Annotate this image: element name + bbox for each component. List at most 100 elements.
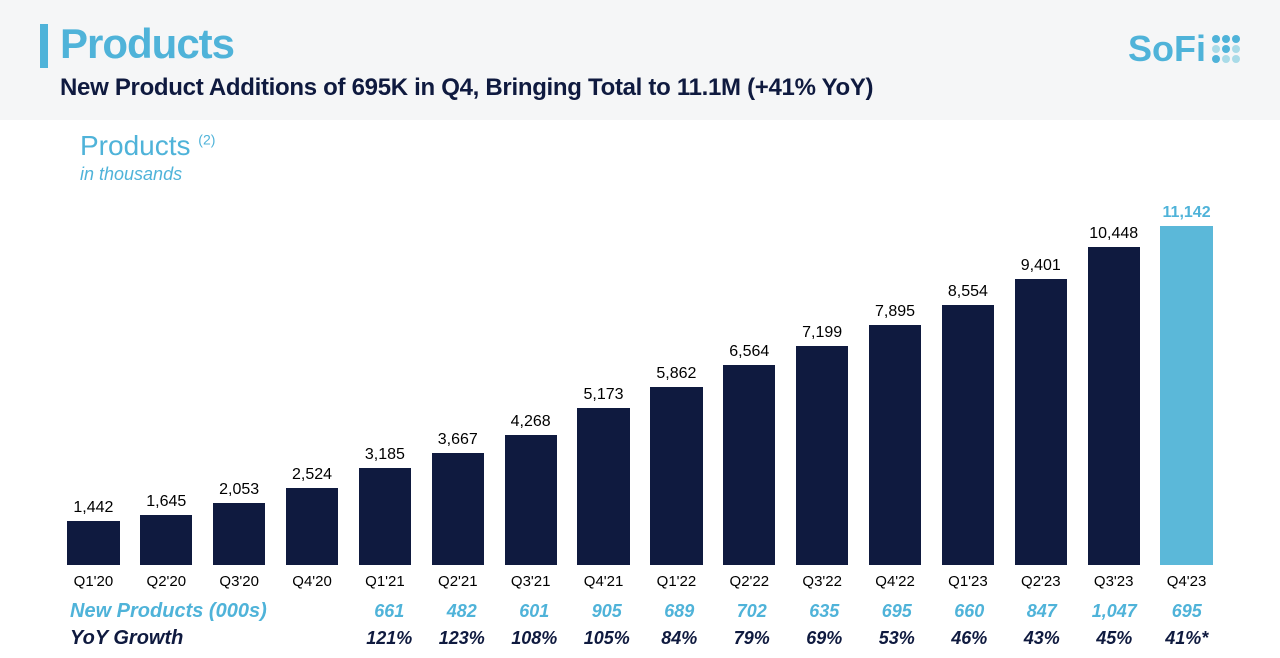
bar-value-label: 7,895 (875, 303, 915, 321)
bar-col: 6,564 (716, 185, 783, 565)
bar (286, 488, 338, 565)
logo-dots-icon (1212, 35, 1240, 63)
yoy-growth-label: YoY Growth (60, 627, 350, 650)
bar (869, 325, 921, 565)
bar-col: 11,142 (1153, 185, 1220, 565)
new-products-values: 6614826019056897026356956608471,047695 (356, 601, 1220, 622)
x-axis-label: Q2'22 (716, 573, 783, 590)
x-axis-label: Q3'20 (206, 573, 273, 590)
bar (67, 521, 119, 565)
bar-value-label: 5,862 (656, 365, 696, 383)
new-products-value: 1,047 (1081, 601, 1148, 622)
bar-value-label: 6,564 (729, 343, 769, 361)
x-axis-label: Q1'21 (352, 573, 419, 590)
title-bar: Products (40, 20, 1240, 68)
bar (505, 435, 557, 565)
bar-value-label: 7,199 (802, 324, 842, 342)
bar (577, 408, 629, 565)
x-axis-label: Q1'20 (60, 573, 127, 590)
chart-title-text: Products (80, 130, 191, 161)
bar-value-label: 5,173 (584, 386, 624, 404)
bar-value-label: 3,185 (365, 446, 405, 464)
x-axis-label: Q2'21 (424, 573, 491, 590)
bar-value-label: 8,554 (948, 283, 988, 301)
yoy-value: 45% (1081, 628, 1148, 649)
x-axis-label: Q1'22 (643, 573, 710, 590)
page-subtitle: New Product Additions of 695K in Q4, Bri… (60, 74, 1240, 102)
bar-value-label: 4,268 (511, 413, 551, 431)
bar-col: 2,053 (206, 185, 273, 565)
page-title: Products (60, 20, 234, 68)
bar-col: 7,895 (862, 185, 929, 565)
chart-region: Products (2) in thousands 1,4421,6452,05… (0, 120, 1280, 650)
x-axis-label: Q4'23 (1153, 573, 1220, 590)
bar (1160, 226, 1212, 565)
bar (723, 365, 775, 565)
x-axis-label: Q4'20 (279, 573, 346, 590)
yoy-value: 79% (719, 628, 786, 649)
bar-value-label: 10,448 (1089, 225, 1138, 243)
yoy-growth-row: YoY Growth 121%123%108%105%84%79%69%53%4… (60, 627, 1220, 650)
bar-col: 2,524 (279, 185, 346, 565)
x-axis-label: Q2'23 (1007, 573, 1074, 590)
bar-col: 8,554 (935, 185, 1002, 565)
bar-col: 9,401 (1007, 185, 1074, 565)
yoy-value: 53% (864, 628, 931, 649)
new-products-value: 905 (574, 601, 641, 622)
new-products-value: 702 (719, 601, 786, 622)
new-products-row: New Products (000s) 66148260190568970263… (60, 600, 1220, 623)
x-axis-label: Q2'20 (133, 573, 200, 590)
bar-col: 1,442 (60, 185, 127, 565)
bar-col: 3,185 (352, 185, 419, 565)
bar (1015, 279, 1067, 565)
yoy-value: 108% (501, 628, 568, 649)
new-products-value: 847 (1009, 601, 1076, 622)
bar (432, 453, 484, 565)
accent-bar (40, 24, 48, 68)
bar-value-label: 1,442 (73, 499, 113, 517)
yoy-value: 43% (1009, 628, 1076, 649)
bar (359, 468, 411, 565)
bar-col: 5,862 (643, 185, 710, 565)
bar (140, 515, 192, 565)
chart-title: Products (2) (80, 130, 1250, 162)
yoy-value: 69% (791, 628, 858, 649)
new-products-value: 482 (429, 601, 496, 622)
new-products-value: 660 (936, 601, 1003, 622)
yoy-value: 123% (429, 628, 496, 649)
bar-col: 10,448 (1080, 185, 1147, 565)
bar-col: 1,645 (133, 185, 200, 565)
x-axis-label: Q3'23 (1080, 573, 1147, 590)
bar-col: 3,667 (424, 185, 491, 565)
slide-header: Products New Product Additions of 695K i… (0, 0, 1280, 120)
bar-value-label: 1,645 (146, 493, 186, 511)
yoy-value: 41%* (1154, 628, 1221, 649)
new-products-value: 689 (646, 601, 713, 622)
x-axis-label: Q4'22 (862, 573, 929, 590)
yoy-value: 46% (936, 628, 1003, 649)
yoy-value: 121% (356, 628, 423, 649)
bar (796, 346, 848, 565)
metrics-table: New Products (000s) 66148260190568970263… (60, 600, 1220, 650)
x-axis-label: Q1'23 (935, 573, 1002, 590)
new-products-value: 601 (501, 601, 568, 622)
bar-col: 4,268 (497, 185, 564, 565)
chart-footnote: (2) (198, 132, 215, 148)
x-axis-label: Q3'22 (789, 573, 856, 590)
bar-value-label: 3,667 (438, 431, 478, 449)
bar (942, 305, 994, 565)
bar-chart: 1,442 1,645 2,053 2,524 3,185 3,667 4,268 5,173… (60, 185, 1220, 565)
bar (1088, 247, 1140, 565)
new-products-value: 661 (356, 601, 423, 622)
new-products-value: 635 (791, 601, 858, 622)
bar-value-label: 9,401 (1021, 257, 1061, 275)
bar-value-label: 11,142 (1163, 204, 1211, 222)
new-products-value: 695 (864, 601, 931, 622)
sofi-logo: SoFi (1128, 28, 1240, 70)
yoy-value: 105% (574, 628, 641, 649)
bar-value-label: 2,524 (292, 466, 332, 484)
yoy-growth-values: 121%123%108%105%84%79%69%53%46%43%45%41%… (356, 628, 1220, 649)
bar (650, 387, 702, 565)
x-axis-labels: Q1'20Q2'20Q3'20Q4'20Q1'21Q2'21Q3'21Q4'21… (60, 573, 1220, 590)
bar-value-label: 2,053 (219, 481, 259, 499)
